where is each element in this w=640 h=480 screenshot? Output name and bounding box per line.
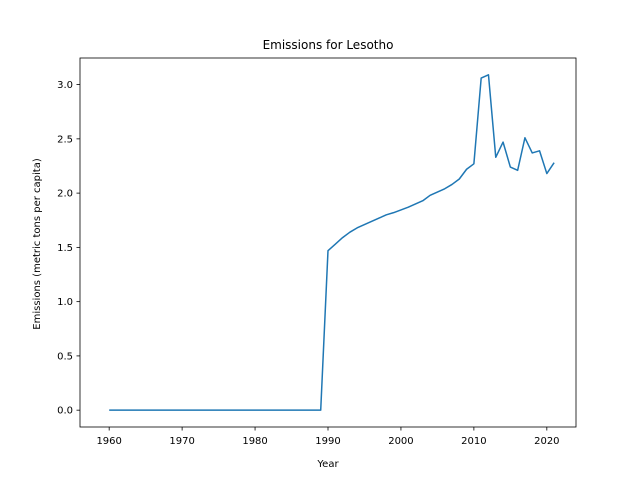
y-tick-label: 0.0 xyxy=(57,406,73,417)
series-line xyxy=(109,74,555,411)
x-tick-label: 1970 xyxy=(169,436,194,447)
x-tick-label: 1980 xyxy=(242,436,267,447)
y-tick-label: 2.0 xyxy=(57,189,73,200)
y-tick-label: 3.0 xyxy=(57,80,73,91)
y-axis-label: Emissions (metric tons per capita) xyxy=(32,158,43,330)
x-axis-label: Year xyxy=(316,459,339,470)
x-tick-label: 1990 xyxy=(315,436,340,447)
y-tick-label: 0.5 xyxy=(57,351,73,362)
x-tick-label: 2010 xyxy=(461,436,486,447)
y-tick-label: 2.5 xyxy=(57,134,73,145)
plot-area: 1960 1970 1980 1990 2000 2010 2020 0.0 0.5 1.0 1.5… xyxy=(57,57,577,447)
x-tick-label: 1960 xyxy=(96,436,121,447)
x-tick-label: 2020 xyxy=(534,436,559,447)
y-tick-label: 1.0 xyxy=(57,297,73,308)
x-tick-label: 2000 xyxy=(388,436,413,447)
chart-title: Emissions for Lesotho xyxy=(263,38,394,52)
y-tick-label: 1.5 xyxy=(57,243,73,254)
